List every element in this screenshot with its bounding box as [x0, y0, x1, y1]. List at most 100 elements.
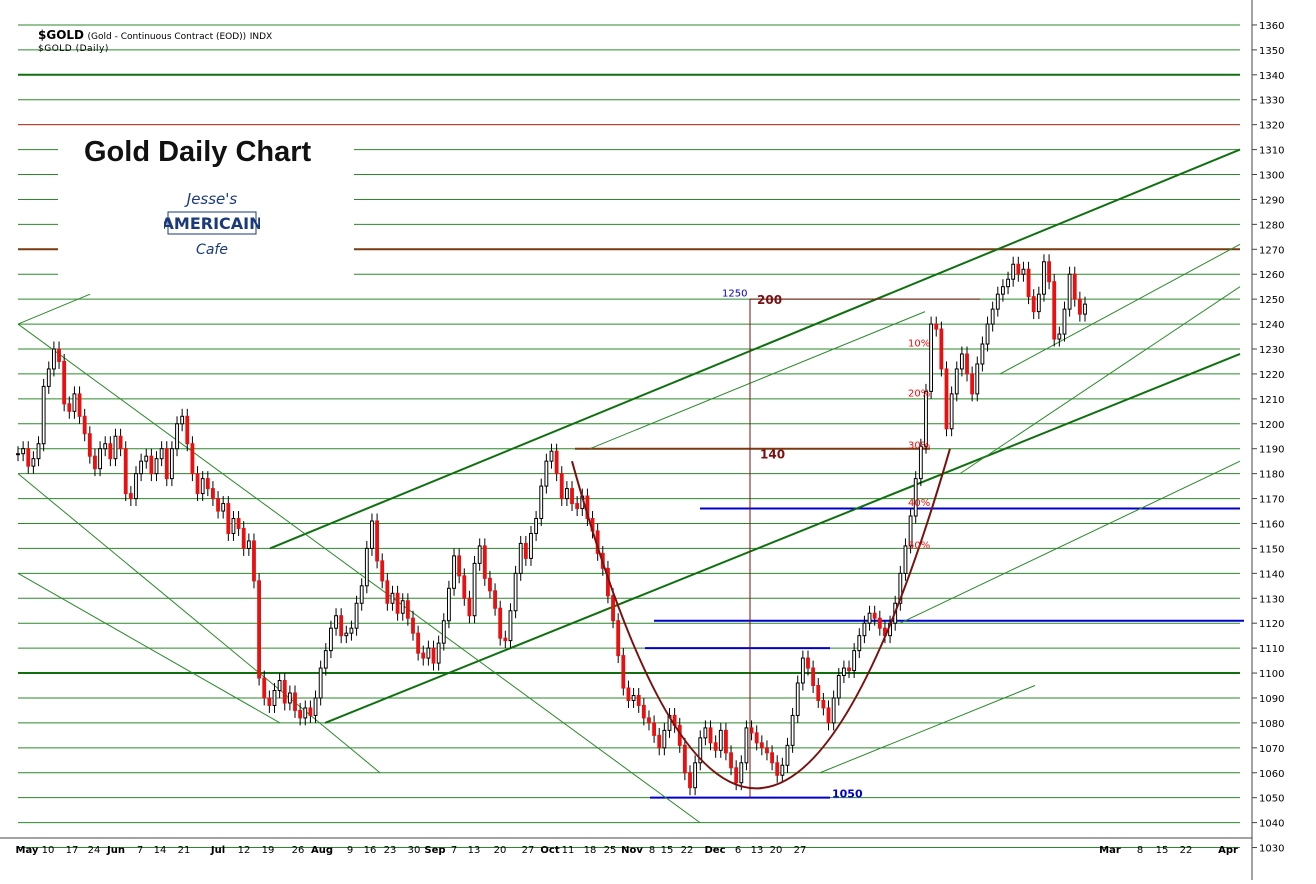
price-tick-label: 1230	[1259, 345, 1284, 356]
price-tick-label: 1090	[1259, 694, 1284, 705]
date-tick-label: Oct	[540, 845, 559, 856]
date-tick-label: 19	[262, 845, 275, 856]
date-tick-label: 8	[1137, 845, 1143, 856]
candle-body	[918, 445, 923, 480]
price-tick-label: 1300	[1259, 171, 1284, 182]
candle-body	[416, 632, 421, 654]
candle-body	[462, 575, 467, 599]
price-tick-label: 1290	[1259, 195, 1284, 206]
description-label: (Gold - Continuous Contract (EOD))	[87, 32, 247, 42]
date-tick-label: 22	[1180, 845, 1193, 856]
candle-body	[36, 443, 41, 460]
candle-body	[16, 453, 20, 456]
price-tick-label: 1360	[1259, 21, 1284, 32]
candle-body	[729, 752, 733, 769]
date-tick-label: 10	[42, 845, 55, 856]
date-tick-label: 12	[238, 845, 251, 856]
candle-body	[985, 323, 990, 345]
candle-body	[375, 520, 379, 562]
candle-body	[169, 448, 174, 480]
date-tick-label: 30	[408, 845, 421, 856]
candle-body	[221, 503, 226, 512]
trend-line	[324, 353, 1241, 724]
price-tick-label: 1120	[1259, 619, 1284, 630]
trend-line	[17, 473, 381, 774]
candle-body	[775, 762, 780, 776]
date-tick-label: 25	[604, 845, 617, 856]
candle-body	[780, 764, 785, 776]
candle-body	[118, 435, 123, 450]
candle-body	[754, 732, 759, 744]
candle-body	[313, 697, 318, 716]
candle-body	[1047, 261, 1052, 283]
candle-body	[405, 600, 410, 619]
price-tick-label: 1220	[1259, 370, 1284, 381]
candle-body	[482, 545, 487, 579]
candle-body	[51, 348, 56, 370]
price-tick-label: 1330	[1259, 96, 1284, 107]
candle-body	[67, 403, 72, 412]
title-panel	[58, 126, 354, 276]
candle-body	[385, 580, 390, 604]
candle-body	[257, 580, 262, 679]
price-tick-label: 1100	[1259, 669, 1284, 680]
candle-body	[472, 562, 477, 617]
price-tick-label: 1320	[1259, 121, 1284, 132]
candle-body	[144, 455, 149, 462]
date-tick-label: Apr	[1218, 845, 1238, 856]
date-tick-label: 7	[451, 845, 457, 856]
candle-body	[847, 667, 851, 672]
candle-body	[575, 503, 580, 510]
candle-body	[924, 390, 928, 447]
candle-body	[877, 617, 882, 629]
candle-body	[334, 615, 338, 629]
date-tick-label: 24	[88, 845, 101, 856]
candle-body	[241, 527, 246, 549]
date-tick-label: 17	[66, 845, 79, 856]
trend-line	[819, 685, 1036, 774]
page-title: Gold Daily Chart	[84, 136, 312, 168]
candle-body	[364, 547, 369, 587]
logo-line3: Cafe	[196, 242, 228, 258]
candle-body	[539, 485, 544, 520]
fib-level-label: 10%	[908, 339, 930, 350]
candle-body	[518, 542, 523, 574]
candle-body	[277, 680, 282, 691]
candle-body	[1021, 268, 1026, 275]
candle-body	[149, 455, 154, 475]
candle-body	[226, 503, 231, 534]
fib-level-label: 30%	[908, 441, 930, 452]
trend-line	[899, 460, 1241, 624]
candle-body	[826, 707, 831, 724]
price-tick-label: 1050	[1259, 794, 1284, 805]
candle-body	[647, 717, 651, 724]
candle-body	[303, 707, 308, 719]
candle-body	[544, 460, 549, 487]
date-tick-label: 11	[562, 845, 575, 856]
price-tick-label: 1260	[1259, 270, 1284, 281]
date-tick-label: Jul	[210, 845, 225, 856]
candle-body	[831, 697, 836, 724]
date-tick-label: 23	[384, 845, 397, 856]
candle-body	[236, 518, 241, 529]
candle-body	[272, 689, 277, 706]
candle-body	[564, 488, 569, 500]
candle-body	[441, 620, 446, 644]
date-tick-label: 22	[681, 845, 694, 856]
candle-body	[329, 627, 333, 652]
date-tick-label: May	[16, 845, 39, 856]
candle-body	[513, 572, 518, 612]
candle-body	[411, 617, 415, 634]
candle-body	[1036, 293, 1041, 313]
candle-body	[108, 443, 113, 460]
candle-body	[759, 742, 764, 749]
price-tick-label: 1160	[1259, 519, 1284, 530]
candle-body	[652, 722, 657, 736]
candle-body	[626, 687, 631, 701]
candle-body	[744, 727, 749, 764]
candle-body	[1057, 333, 1062, 340]
candle-body	[1067, 273, 1072, 310]
candle-body	[370, 520, 374, 549]
candle-body	[287, 692, 292, 704]
candle-body	[344, 632, 349, 637]
